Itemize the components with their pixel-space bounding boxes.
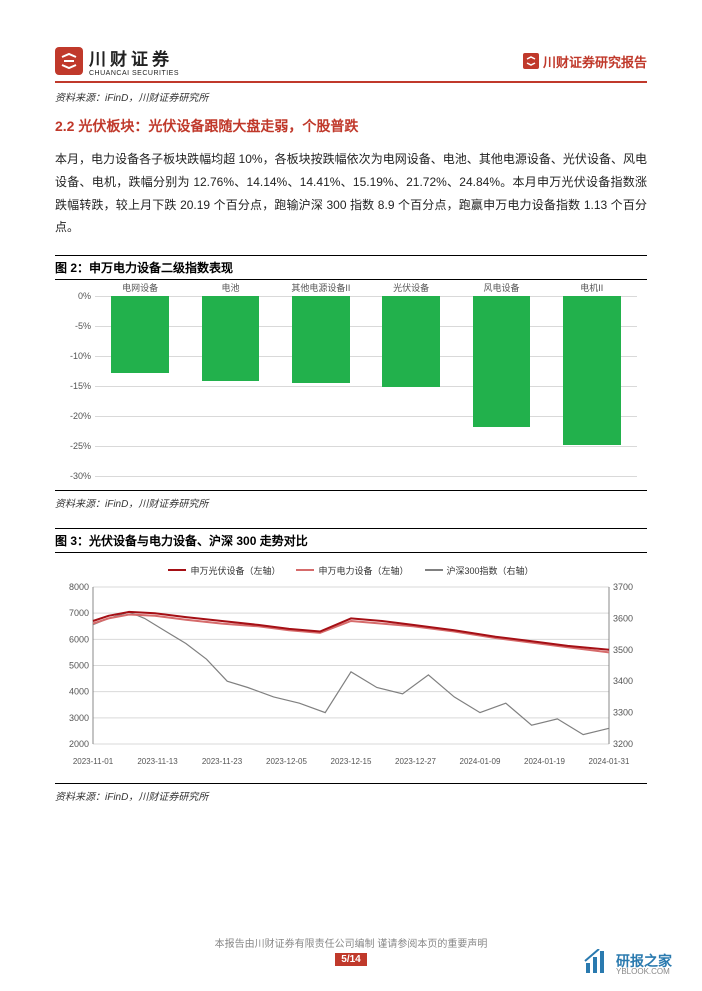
bar-column: 电网设备: [95, 296, 185, 476]
svg-text:3400: 3400: [613, 676, 633, 686]
figure3-legend: 申万光伏设备（左轴） 申万电力设备（左轴） 沪深300指数（右轴）: [55, 559, 647, 579]
logo-text: 川财证券 CHUANCAI SECURITIES: [89, 45, 179, 77]
bar-rect: [563, 296, 621, 445]
svg-text:3500: 3500: [613, 644, 633, 654]
footer-disclaimer: 本报告由川财证券有限责任公司编制 谨请参阅本页的重要声明: [0, 935, 702, 950]
bar-xlabel: 光伏设备: [366, 281, 456, 294]
bar-rect: [111, 296, 169, 373]
svg-text:2023-12-05: 2023-12-05: [266, 757, 307, 766]
svg-text:2024-01-31: 2024-01-31: [589, 757, 630, 766]
bar-ylabel: 0%: [55, 291, 91, 301]
svg-text:2023-12-15: 2023-12-15: [331, 757, 372, 766]
svg-text:2000: 2000: [69, 739, 89, 749]
svg-text:3200: 3200: [613, 739, 633, 749]
bar-column: 风电设备: [456, 296, 546, 476]
figure2-chart: 电网设备电池其他电源设备II光伏设备风电设备电机II 0% -5% -10% -15%…: [55, 286, 647, 486]
bar-rect: [473, 296, 531, 426]
figure3-chart: 申万光伏设备（左轴） 申万电力设备（左轴） 沪深300指数（右轴） 8000 7000…: [55, 559, 647, 779]
legend-item: 沪深300指数（右轴）: [425, 564, 534, 577]
header-right: 川财证券研究报告: [523, 52, 647, 71]
bar-rect: [292, 296, 350, 382]
watermark-name: 研报之家: [616, 954, 672, 968]
svg-text:3000: 3000: [69, 713, 89, 723]
figure2-title: 图 2：申万电力设备二级指数表现: [55, 255, 647, 280]
watermark: 研报之家 YBLOOK.COM: [584, 949, 672, 981]
logo-block: 川财证券 CHUANCAI SECURITIES: [55, 45, 179, 77]
svg-text:2023-11-13: 2023-11-13: [137, 757, 178, 766]
logo-en: CHUANCAI SECURITIES: [89, 70, 179, 77]
svg-text:2024-01-09: 2024-01-09: [460, 757, 501, 766]
svg-text:3300: 3300: [613, 707, 633, 717]
bar-ylabel: -30%: [55, 471, 91, 481]
bar-ylabel: -15%: [55, 381, 91, 391]
bar-xlabel: 电池: [185, 281, 275, 294]
page-number: 5/14: [335, 953, 366, 966]
svg-text:3600: 3600: [613, 613, 633, 623]
bar-column: 其他电源设备II: [276, 296, 366, 476]
page-header: 川财证券 CHUANCAI SECURITIES 川财证券研究报告: [55, 45, 647, 83]
bar-xlabel: 其他电源设备II: [276, 281, 366, 294]
svg-text:2023-11-01: 2023-11-01: [73, 757, 114, 766]
source-top: 资料来源：iFinD，川财证券研究所: [55, 89, 647, 104]
figure3-source: 资料来源：iFinD，川财证券研究所: [55, 788, 647, 803]
legend-item: 申万电力设备（左轴）: [296, 564, 408, 577]
figure3-divider: [55, 783, 647, 784]
bar-column: 光伏设备: [366, 296, 456, 476]
svg-text:2023-12-27: 2023-12-27: [395, 757, 436, 766]
svg-text:3700: 3700: [613, 582, 633, 592]
svg-text:2024-01-19: 2024-01-19: [524, 757, 565, 766]
figure2-source: 资料来源：iFinD，川财证券研究所: [55, 495, 647, 510]
bar-xlabel: 电网设备: [95, 281, 185, 294]
bar-ylabel: -10%: [55, 351, 91, 361]
header-right-label: 川财证券研究报告: [543, 52, 647, 71]
company-logo-icon: [55, 47, 83, 75]
figure3-title: 图 3：光伏设备与电力设备、沪深 300 走势对比: [55, 528, 647, 553]
bar-rect: [202, 296, 260, 381]
svg-text:7000: 7000: [69, 608, 89, 618]
header-right-icon: [523, 53, 539, 69]
svg-text:4000: 4000: [69, 686, 89, 696]
body-paragraph: 本月，电力设备各子板块跌幅均超 10%，各板块按跌幅依次为电网设备、电池、其他电…: [55, 148, 647, 239]
bar-ylabel: -25%: [55, 441, 91, 451]
svg-text:2023-11-23: 2023-11-23: [202, 757, 243, 766]
section-title: 2.2 光伏板块：光伏设备跟随大盘走弱，个股普跌: [55, 116, 647, 136]
figure2-divider: [55, 490, 647, 491]
bar-column: 电机II: [547, 296, 637, 476]
watermark-icon: [584, 949, 610, 981]
svg-text:6000: 6000: [69, 634, 89, 644]
bar-rect: [382, 296, 440, 387]
bar-ylabel: -20%: [55, 411, 91, 421]
legend-item: 申万光伏设备（左轴）: [168, 564, 280, 577]
logo-cn: 川财证券: [89, 45, 179, 70]
page: 川财证券 CHUANCAI SECURITIES 川财证券研究报告 资料来源：i…: [0, 0, 702, 991]
svg-text:8000: 8000: [69, 582, 89, 592]
bar-ylabel: -5%: [55, 321, 91, 331]
bar-xlabel: 电机II: [547, 281, 637, 294]
bar-xlabel: 风电设备: [456, 281, 546, 294]
bar-column: 电池: [185, 296, 275, 476]
svg-text:5000: 5000: [69, 660, 89, 670]
watermark-url: YBLOOK.COM: [616, 968, 672, 976]
